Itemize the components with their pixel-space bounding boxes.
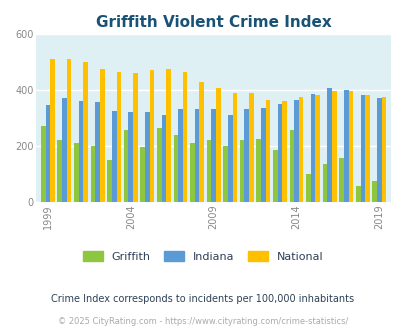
Bar: [339, 158, 343, 202]
Bar: [298, 97, 303, 202]
Bar: [100, 69, 104, 202]
Bar: [95, 103, 100, 202]
Bar: [182, 72, 187, 202]
Bar: [128, 112, 133, 202]
Bar: [173, 135, 178, 202]
Text: © 2025 CityRating.com - https://www.cityrating.com/crime-statistics/: © 2025 CityRating.com - https://www.city…: [58, 317, 347, 326]
Bar: [190, 143, 194, 202]
Bar: [62, 98, 66, 202]
Bar: [41, 126, 45, 202]
Bar: [107, 160, 112, 202]
Bar: [227, 115, 232, 202]
Bar: [348, 91, 352, 202]
Bar: [66, 59, 71, 202]
Bar: [331, 91, 336, 202]
Bar: [239, 140, 244, 202]
Bar: [265, 100, 270, 202]
Bar: [322, 164, 326, 202]
Bar: [223, 146, 227, 202]
Bar: [124, 130, 128, 202]
Bar: [232, 93, 237, 202]
Bar: [145, 112, 149, 202]
Bar: [315, 95, 319, 202]
Bar: [50, 59, 55, 202]
Bar: [161, 115, 166, 202]
Bar: [244, 110, 249, 202]
Bar: [355, 186, 360, 202]
Bar: [140, 147, 145, 202]
Bar: [326, 88, 331, 202]
Legend: Griffith, Indiana, National: Griffith, Indiana, National: [78, 247, 327, 267]
Bar: [364, 95, 369, 202]
Bar: [90, 146, 95, 202]
Bar: [83, 62, 88, 202]
Bar: [194, 110, 199, 202]
Bar: [199, 82, 204, 202]
Bar: [79, 101, 83, 202]
Bar: [206, 140, 211, 202]
Text: Crime Index corresponds to incidents per 100,000 inhabitants: Crime Index corresponds to incidents per…: [51, 294, 354, 304]
Bar: [272, 150, 277, 202]
Bar: [376, 98, 381, 202]
Bar: [371, 181, 376, 202]
Bar: [260, 108, 265, 202]
Bar: [74, 143, 79, 202]
Bar: [249, 93, 253, 202]
Bar: [343, 90, 348, 202]
Bar: [294, 100, 298, 202]
Bar: [281, 101, 286, 202]
Bar: [116, 72, 121, 202]
Bar: [289, 130, 294, 202]
Bar: [305, 174, 310, 202]
Title: Griffith Violent Crime Index: Griffith Violent Crime Index: [96, 15, 331, 30]
Bar: [256, 139, 260, 202]
Bar: [157, 128, 161, 202]
Bar: [211, 110, 215, 202]
Bar: [45, 105, 50, 202]
Bar: [360, 95, 364, 202]
Bar: [381, 97, 386, 202]
Bar: [166, 69, 171, 202]
Bar: [133, 73, 137, 202]
Bar: [215, 88, 220, 202]
Bar: [310, 94, 315, 202]
Bar: [112, 111, 116, 202]
Bar: [149, 70, 154, 202]
Bar: [58, 140, 62, 202]
Bar: [277, 104, 281, 202]
Bar: [178, 110, 182, 202]
